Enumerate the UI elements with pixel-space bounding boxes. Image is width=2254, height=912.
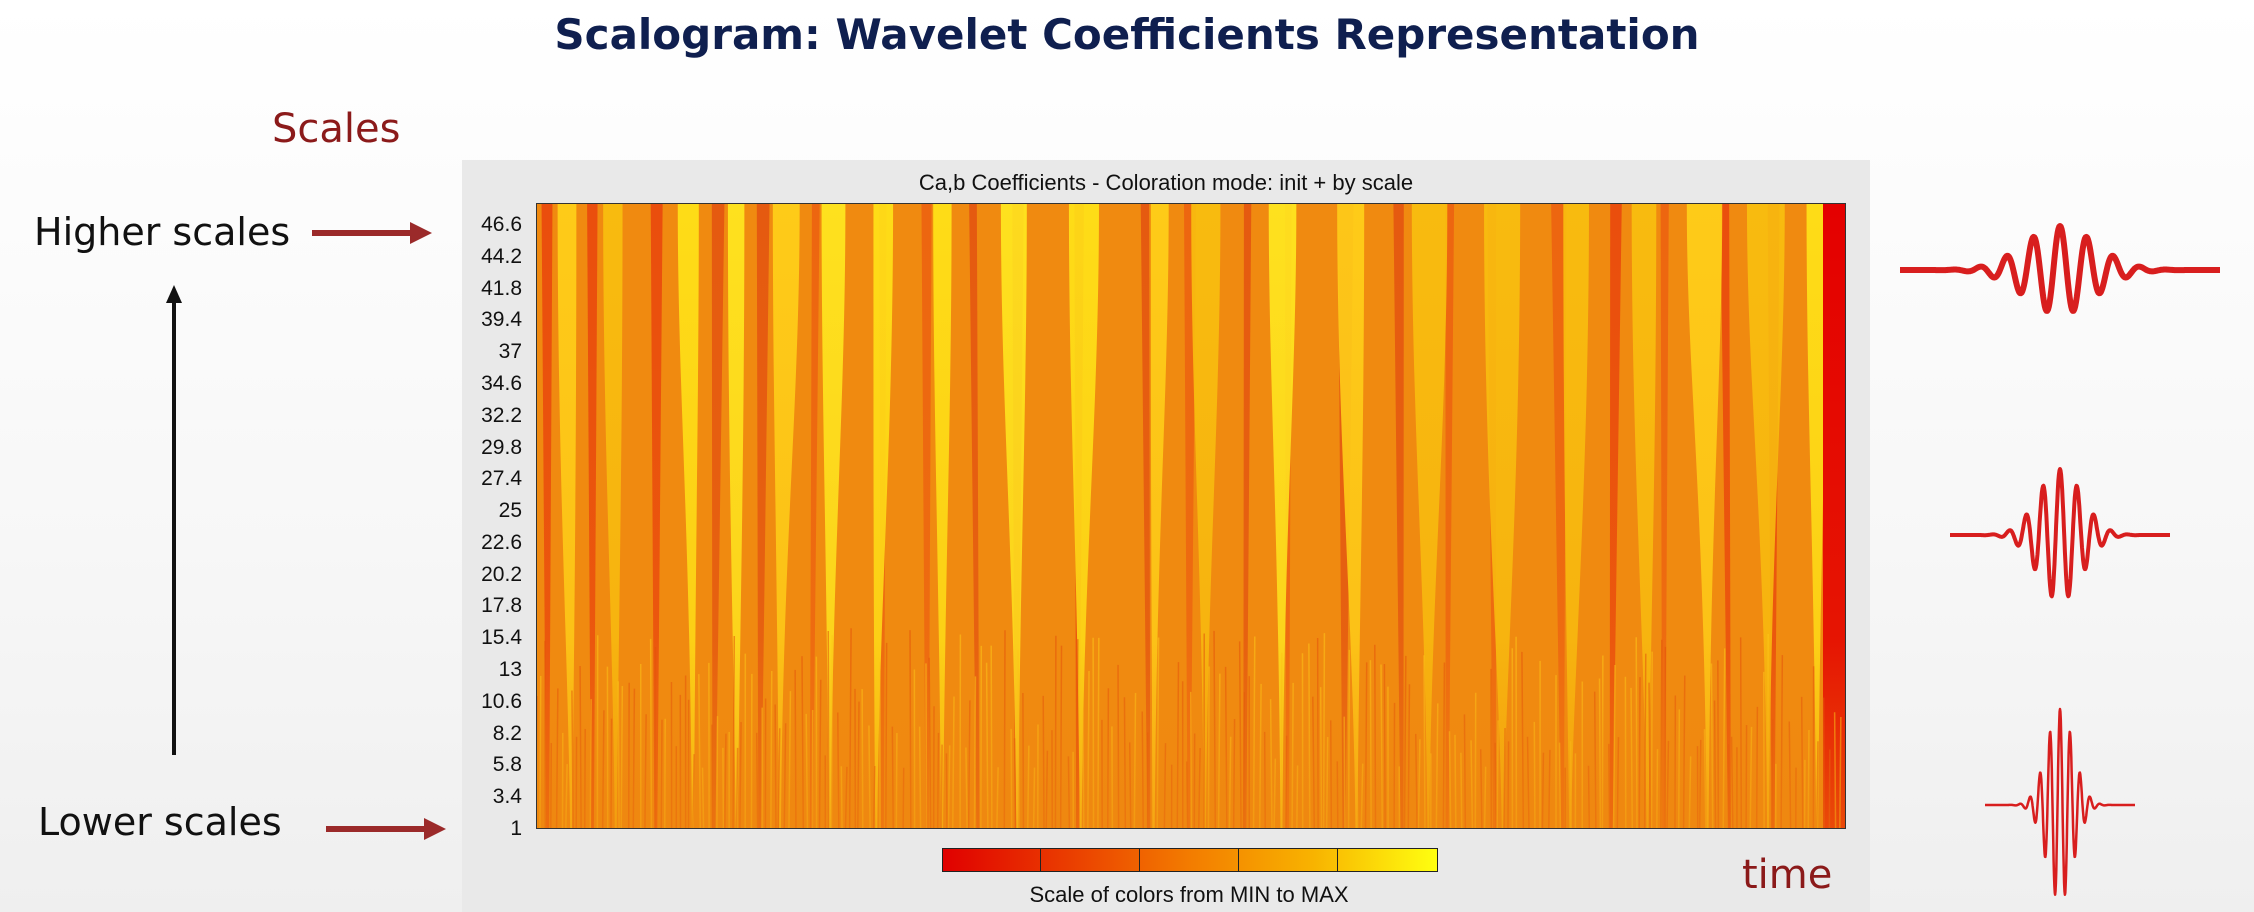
y-tick-label: 5.8 [492,753,522,777]
y-tick-label: 17.8 [481,594,522,618]
higher-scales-label: Higher scales [34,210,291,254]
y-tick-label: 41.8 [481,276,522,300]
scales-label: Scales [272,106,401,152]
y-tick-label: 46.6 [481,213,522,236]
wavelet-mid-scale [1950,467,2170,599]
lower-scales-label: Lower scales [38,800,282,844]
y-tick-label: 39.4 [481,308,522,332]
higher-scales-arrow [312,222,432,244]
y-tick-label: 15.4 [481,626,522,650]
y-tick-label: 1 [510,817,522,840]
y-tick-label: 37 [498,340,522,364]
wavelet-high-scale [1900,223,2220,314]
colorbar-tick [1139,848,1140,872]
scalogram-heatmap [537,204,1845,828]
y-tick-label: 20.2 [481,562,522,586]
y-tick-label: 22.6 [481,530,522,554]
y-tick-label: 34.6 [481,371,522,395]
colorbar [942,848,1438,872]
y-tick-label: 8.2 [492,721,522,745]
scalogram-plot [536,203,1846,829]
lower-scales-arrow [326,818,446,840]
wavelet-low-scale [1985,707,2135,896]
colorbar-label: Scale of colors from MIN to MAX [1029,882,1349,907]
colorbar-tick [1238,848,1239,872]
slide-title: Scalogram: Wavelet Coefficients Represen… [554,10,1700,59]
y-tick-label: 10.6 [481,689,522,713]
time-label: time [1742,852,1833,898]
scale-direction-arrow [166,285,182,755]
colorbar-tick [1040,848,1041,872]
y-tick-label: 44.2 [481,244,522,268]
y-tick-label: 13 [498,658,522,682]
chart-title: Ca,b Coefficients - Coloration mode: ini… [918,170,1414,195]
y-tick-label: 27.4 [481,467,522,491]
colorbar-tick [1337,848,1338,872]
y-tick-label: 3.4 [492,785,522,809]
y-tick-label: 25 [498,499,522,523]
y-tick-label: 29.8 [481,435,522,459]
y-tick-label: 32.2 [481,403,522,427]
